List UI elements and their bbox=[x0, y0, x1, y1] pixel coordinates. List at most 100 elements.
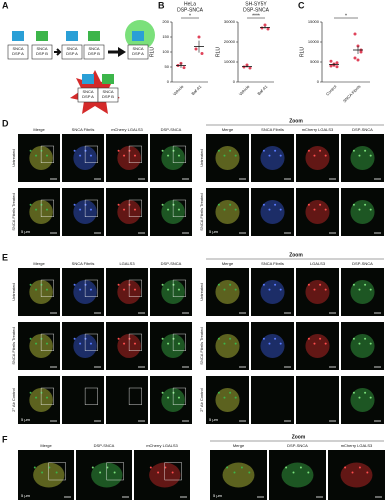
puncta bbox=[217, 391, 220, 394]
puncta bbox=[366, 471, 369, 474]
micrograph bbox=[62, 188, 104, 236]
puncta bbox=[234, 288, 237, 291]
column-header: DSP-SNCA bbox=[287, 443, 308, 448]
y-tick-label: 0 bbox=[317, 79, 320, 84]
puncta bbox=[352, 337, 355, 340]
cell-signal bbox=[350, 388, 375, 412]
micrograph bbox=[62, 268, 104, 316]
micrograph bbox=[296, 268, 339, 316]
micrograph bbox=[296, 376, 339, 424]
puncta bbox=[223, 288, 226, 291]
row-label: SNCA Fibrils Treated bbox=[11, 327, 16, 364]
puncta bbox=[268, 154, 271, 157]
puncta bbox=[172, 283, 175, 286]
data-point bbox=[335, 61, 339, 65]
puncta bbox=[217, 149, 220, 152]
cell-signal bbox=[305, 280, 330, 304]
x-tick-label: SNCA Fibrils bbox=[342, 84, 362, 104]
arrow bbox=[54, 48, 62, 56]
puncta bbox=[84, 149, 87, 152]
y-axis-label: RLU bbox=[299, 47, 305, 57]
monomer-label: DSP B bbox=[102, 94, 114, 99]
column-header: mCherry LGALS3 bbox=[111, 127, 143, 132]
monomer-label: SNCA bbox=[82, 89, 93, 94]
y-tick-label: 150 bbox=[162, 34, 169, 39]
puncta bbox=[358, 342, 361, 345]
puncta bbox=[172, 391, 175, 394]
column-header: SNCA Fibrils bbox=[72, 127, 95, 132]
cell-signal bbox=[215, 334, 240, 358]
puncta bbox=[133, 288, 136, 291]
zoom-box bbox=[84, 387, 98, 405]
puncta bbox=[229, 337, 232, 340]
monomer-label: SNCA bbox=[12, 46, 23, 51]
micrograph bbox=[251, 188, 294, 236]
data-point bbox=[353, 56, 357, 60]
micrograph bbox=[18, 188, 60, 236]
puncta bbox=[319, 149, 322, 152]
puncta bbox=[262, 283, 265, 286]
puncta bbox=[299, 466, 302, 469]
column-header: Merge bbox=[33, 261, 45, 266]
micrograph bbox=[150, 322, 192, 370]
puncta bbox=[172, 337, 175, 340]
puncta bbox=[234, 342, 237, 345]
puncta bbox=[91, 466, 94, 469]
puncta bbox=[117, 203, 120, 206]
row-label: Untreated bbox=[11, 149, 16, 167]
column-header: DSP-SNCA bbox=[161, 261, 182, 266]
puncta bbox=[229, 203, 232, 206]
puncta bbox=[226, 466, 229, 469]
zoom-box bbox=[40, 199, 54, 217]
micrograph bbox=[210, 450, 267, 500]
puncta bbox=[41, 471, 44, 474]
micrograph bbox=[106, 322, 148, 370]
chart-title: HeLa bbox=[184, 1, 196, 7]
puncta bbox=[364, 203, 367, 206]
scale-label: 5 μm bbox=[213, 493, 223, 498]
row-label: SNCA Fibrils Treated bbox=[199, 193, 204, 230]
puncta bbox=[123, 154, 126, 157]
cell-signal bbox=[215, 200, 240, 224]
puncta bbox=[35, 154, 38, 157]
puncta bbox=[133, 208, 136, 211]
puncta bbox=[29, 149, 32, 152]
data-point bbox=[200, 52, 204, 55]
puncta bbox=[358, 466, 361, 469]
puncta bbox=[161, 149, 164, 152]
puncta bbox=[274, 203, 277, 206]
puncta bbox=[177, 396, 180, 399]
data-point bbox=[263, 23, 267, 27]
puncta bbox=[369, 208, 372, 211]
puncta bbox=[324, 342, 327, 345]
puncta bbox=[364, 391, 367, 394]
puncta bbox=[234, 208, 237, 211]
puncta bbox=[117, 149, 120, 152]
micrograph bbox=[62, 376, 104, 424]
cell-signal bbox=[340, 462, 373, 488]
x-tick-label: Control bbox=[325, 84, 338, 97]
puncta bbox=[157, 471, 160, 474]
puncta bbox=[99, 471, 102, 474]
puncta bbox=[324, 288, 327, 291]
significance: * bbox=[345, 13, 347, 19]
puncta bbox=[45, 208, 48, 211]
monomer-box bbox=[83, 44, 105, 60]
puncta bbox=[35, 288, 38, 291]
micrograph bbox=[106, 134, 148, 182]
column-header: LGALS3 bbox=[310, 261, 326, 266]
puncta bbox=[364, 149, 367, 152]
puncta bbox=[313, 342, 316, 345]
micrograph bbox=[296, 134, 339, 182]
monomer-box bbox=[127, 44, 149, 60]
row-label: Untreated bbox=[199, 283, 204, 301]
zoom-title: Zoom bbox=[292, 434, 306, 440]
data-point bbox=[245, 63, 249, 67]
puncta bbox=[40, 337, 43, 340]
puncta bbox=[161, 203, 164, 206]
puncta bbox=[89, 288, 92, 291]
puncta bbox=[177, 288, 180, 291]
column-header: LGALS3 bbox=[119, 261, 135, 266]
